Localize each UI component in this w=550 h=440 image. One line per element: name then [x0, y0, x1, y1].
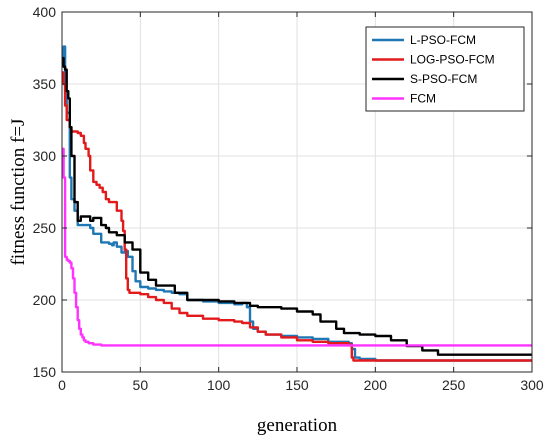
x-tick-label: 200 — [364, 377, 388, 393]
y-axis-title: fitness function f=J — [8, 119, 29, 266]
legend-label: LOG-PSO-FCM — [410, 53, 495, 67]
y-tick-label: 400 — [33, 4, 57, 20]
legend-label: FCM — [410, 92, 436, 106]
y-tick-label: 300 — [33, 148, 57, 164]
x-tick-label: 100 — [207, 377, 231, 393]
y-tick-label: 200 — [33, 292, 57, 308]
series-line-log-pso-fcm — [62, 71, 532, 362]
series-line-s-pso-fcm — [62, 56, 532, 356]
x-tick-label: 250 — [442, 377, 466, 393]
x-tick-label: 300 — [520, 377, 544, 393]
y-tick-label: 150 — [33, 364, 57, 380]
series-line-fcm — [62, 147, 532, 347]
series-line-l-pso-fcm — [62, 45, 532, 362]
x-axis-title: generation — [257, 415, 338, 436]
x-tick-label: 50 — [133, 377, 149, 393]
ticks: 0 50 100 150 200 250 300 150 200 250 300 350 400 — [33, 4, 544, 393]
legend-label: S-PSO-FCM — [410, 72, 477, 86]
x-tick-label: 150 — [285, 377, 309, 393]
legend: L-PSO-FCM LOG-PSO-FCM S-PSO-FCM FCM — [365, 26, 525, 112]
y-tick-label: 350 — [33, 76, 57, 92]
legend-label: L-PSO-FCM — [410, 33, 476, 47]
series-lines — [62, 45, 532, 362]
x-tick-label: 0 — [58, 377, 66, 393]
y-tick-label: 250 — [33, 220, 57, 236]
